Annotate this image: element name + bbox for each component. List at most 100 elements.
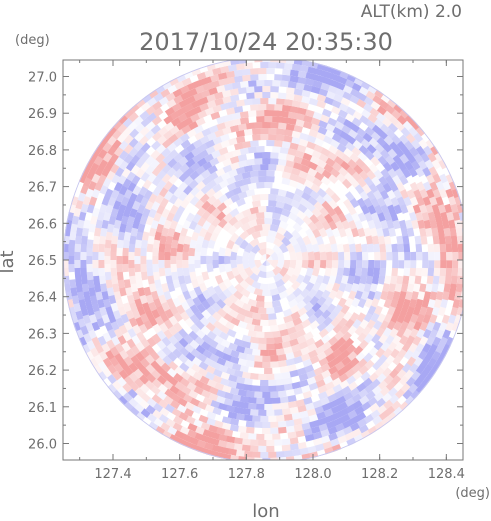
radar-echo-cell (309, 320, 320, 330)
radar-echo-cell (261, 289, 271, 296)
radar-echo-cell (425, 336, 435, 347)
radar-echo-cell (464, 260, 470, 269)
radar-echo-cell (166, 98, 177, 109)
radar-echo-cell (123, 231, 132, 241)
radar-echo-cell (144, 200, 154, 211)
radar-echo-cell (114, 166, 125, 178)
radar-echo-cell (206, 255, 213, 265)
radar-echo-cell (261, 457, 271, 460)
radar-echo-cell (235, 313, 246, 322)
radar-echo-cell (92, 364, 103, 375)
radar-echo-cell (135, 279, 144, 289)
radar-echo-cell (386, 291, 395, 301)
radar-echo-cell (212, 407, 222, 416)
radar-echo-cell (439, 173, 449, 184)
radar-echo-cell (235, 129, 246, 138)
radar-echo-cell (201, 127, 212, 137)
radar-echo-cell (378, 410, 389, 421)
radar-echo-cell (81, 235, 88, 245)
radar-echo-cell (331, 377, 342, 387)
radar-echo-cell (158, 413, 169, 424)
radar-echo-cell (199, 135, 210, 145)
radar-echo-cell (91, 302, 100, 313)
radar-echo-cell (215, 395, 226, 404)
radar-echo-cell (180, 139, 191, 150)
radar-echo-cell (351, 227, 360, 238)
radar-echo-cell (389, 327, 399, 339)
radar-echo-cell (69, 231, 77, 241)
radar-echo-cell (116, 271, 124, 281)
radar-echo-cell (373, 118, 385, 129)
radar-echo-cell (342, 85, 354, 95)
radar-echo-cell (156, 179, 167, 190)
radar-echo-cell (211, 444, 222, 453)
radar-echo-cell (275, 451, 285, 458)
radar-echo-cell (376, 227, 384, 238)
radar-echo-cell (182, 259, 189, 269)
radar-echo-cell (201, 220, 212, 231)
radar-echo-cell (68, 247, 75, 257)
radar-echo-cell (276, 134, 285, 142)
radar-echo-cell (408, 211, 418, 222)
radar-echo-cell (343, 337, 355, 348)
radar-echo-cell (279, 243, 289, 254)
radar-echo-cell (252, 134, 261, 141)
radar-echo-cell (422, 196, 432, 207)
radar-echo-cell (180, 198, 190, 209)
radar-echo-cell (402, 275, 410, 285)
radar-echo-cell (224, 189, 235, 199)
radar-echo-cell (178, 411, 189, 422)
radar-echo-cell (313, 308, 324, 319)
radar-echo-cell (213, 420, 224, 429)
radar-echo-cell (227, 380, 238, 389)
radar-echo-cell (269, 457, 279, 460)
radar-echo-cell (418, 160, 428, 171)
radar-echo-cell (266, 248, 275, 256)
radar-echo-cell (396, 140, 407, 152)
radar-echo-cell (163, 329, 174, 340)
radar-echo-cell (260, 134, 269, 141)
radar-echo-cell (422, 251, 429, 261)
radar-echo-cell (277, 354, 287, 362)
radar-echo-cell (283, 165, 294, 174)
radar-echo-cell (390, 348, 400, 359)
radar-echo-cell (75, 199, 84, 210)
radar-echo-cell (209, 353, 220, 363)
radar-echo-cell (82, 314, 91, 324)
radar-echo-cell (397, 243, 405, 253)
radar-echo-cell (118, 150, 129, 161)
radar-echo-cell (86, 247, 93, 257)
radar-echo-cell (278, 122, 287, 130)
radar-echo-cell (295, 82, 306, 91)
radar-echo-cell (427, 152, 437, 163)
radar-echo-cell (304, 364, 315, 374)
radar-echo-cell (176, 205, 186, 216)
radar-echo-cell (273, 372, 283, 380)
radar-echo-cell (156, 134, 168, 145)
radar-echo-cell (144, 129, 155, 140)
radar-echo-cell (352, 318, 362, 330)
radar-echo-cell (344, 172, 355, 183)
radar-echo-cell (287, 111, 298, 120)
radar-echo-cell (237, 389, 247, 397)
radar-echo-cell (276, 226, 287, 236)
radar-echo-cell (404, 140, 415, 151)
radar-echo-cell (115, 211, 124, 222)
radar-echo-cell (195, 117, 206, 127)
radar-echo-cell (373, 189, 383, 201)
radar-echo-cell (363, 103, 374, 113)
radar-echo-cell (119, 287, 127, 297)
radar-echo-cell (305, 228, 315, 239)
radar-echo-cell (115, 298, 124, 309)
radar-echo-cell (208, 338, 219, 349)
radar-echo-cell (250, 104, 259, 111)
radar-echo-cell (126, 215, 136, 226)
radar-echo-cell (321, 402, 332, 412)
radar-echo-cell (283, 413, 293, 422)
radar-echo-cell (222, 221, 233, 232)
radar-echo-cell (234, 298, 245, 309)
radar-echo-cell (357, 177, 367, 188)
radar-echo-cell (387, 98, 398, 109)
radar-echo-cell (191, 146, 202, 157)
radar-echo-cell (288, 332, 299, 341)
